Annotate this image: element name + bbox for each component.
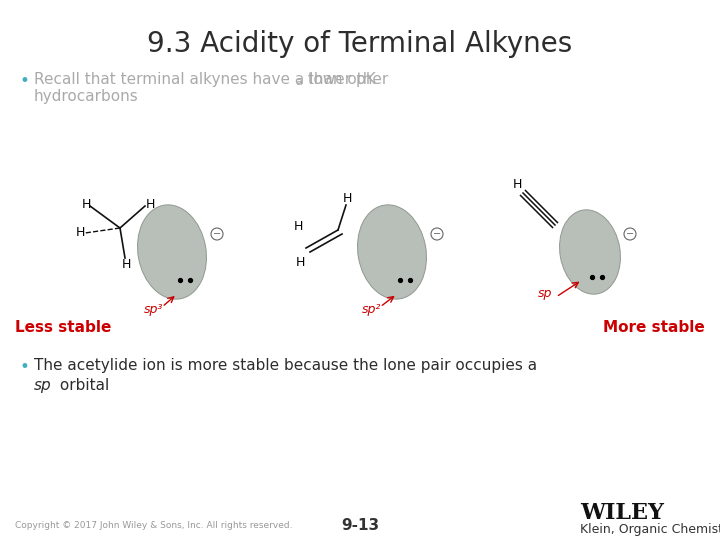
Text: sp: sp: [538, 287, 552, 300]
Text: WILEY: WILEY: [580, 502, 664, 524]
Text: H: H: [513, 179, 522, 192]
Text: H: H: [76, 226, 85, 240]
Text: Klein, Organic Chemistry 3e: Klein, Organic Chemistry 3e: [580, 523, 720, 537]
Text: H: H: [295, 255, 305, 268]
Text: orbital: orbital: [55, 378, 109, 393]
Text: a: a: [295, 77, 302, 87]
Text: sp²: sp²: [362, 303, 382, 316]
Text: Copyright © 2017 John Wiley & Sons, Inc. All rights reserved.: Copyright © 2017 John Wiley & Sons, Inc.…: [15, 521, 292, 530]
Text: H: H: [145, 198, 155, 211]
Text: −: −: [433, 230, 441, 240]
Text: H: H: [81, 198, 91, 211]
Text: sp³: sp³: [144, 303, 163, 316]
Text: 9.3 Acidity of Terminal Alkynes: 9.3 Acidity of Terminal Alkynes: [148, 30, 572, 58]
Text: •: •: [20, 72, 30, 90]
Ellipse shape: [138, 205, 207, 299]
Text: H: H: [293, 219, 302, 233]
Text: Less stable: Less stable: [15, 320, 112, 335]
Text: than other: than other: [303, 72, 388, 87]
Text: hydrocarbons: hydrocarbons: [34, 89, 139, 104]
Text: •: •: [20, 358, 30, 376]
Ellipse shape: [559, 210, 621, 294]
Text: H: H: [342, 192, 351, 206]
Ellipse shape: [358, 205, 426, 299]
Text: sp: sp: [34, 378, 52, 393]
Text: −: −: [626, 230, 634, 240]
Text: More stable: More stable: [603, 320, 705, 335]
Text: The acetylide ion is more stable because the lone pair occupies a: The acetylide ion is more stable because…: [34, 358, 537, 373]
Text: H: H: [121, 258, 131, 271]
Text: Recall that terminal alkynes have a lower pK: Recall that terminal alkynes have a lowe…: [34, 72, 376, 87]
Text: 9-13: 9-13: [341, 517, 379, 532]
Text: −: −: [213, 230, 221, 240]
